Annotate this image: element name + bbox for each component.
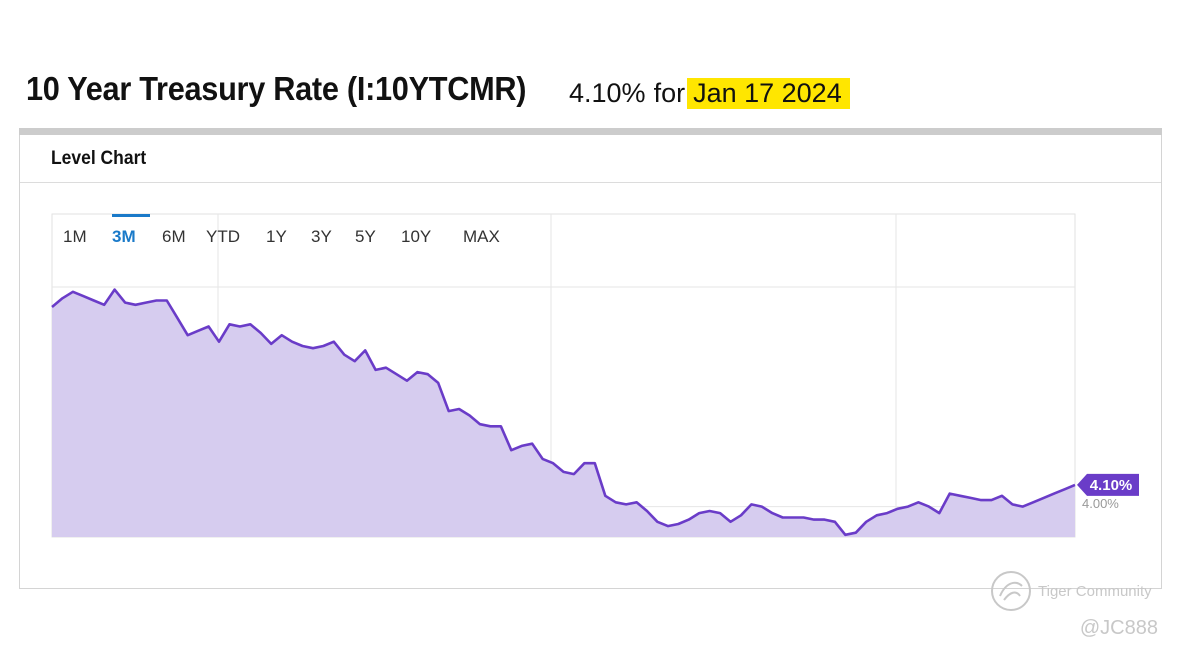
current-date: Jan 17 2024 — [687, 78, 850, 109]
page-title: 10 Year Treasury Rate (I:10YTCMR) — [26, 70, 527, 107]
current-value-number: 4.10% — [569, 78, 646, 108]
tab-max[interactable]: MAX — [463, 227, 500, 246]
tab-3y[interactable]: 3Y — [311, 227, 332, 246]
series-area — [52, 289, 1075, 537]
chart-panel: Level Chart — [19, 135, 1162, 589]
current-value: 4.10% for Jan 17 2024 — [569, 78, 850, 109]
tab-ytd[interactable]: YTD — [206, 227, 240, 246]
watermark-brand: Tiger Community — [1038, 582, 1152, 600]
tab-10y[interactable]: 10Y — [401, 227, 432, 246]
tiger-logo-icon — [991, 571, 1031, 611]
level-chart-svg: 4.00% 4.10% — [51, 213, 1139, 538]
watermark: Tiger Community — [990, 570, 1152, 612]
range-tabs: 1M 3M 6M YTD 1Y 3Y 5Y 10Y MAX — [52, 214, 501, 260]
tab-1m[interactable]: 1M — [63, 227, 87, 246]
watermark-handle: @JC888 — [1079, 617, 1158, 639]
tab-6m[interactable]: 6M — [162, 227, 186, 246]
for-label: for — [653, 78, 686, 108]
panel-header: Level Chart — [20, 135, 1161, 183]
title-row: 10 Year Treasury Rate (I:10YTCMR) — [26, 70, 564, 114]
series-line — [51, 288, 1076, 537]
y-tick-label: 4.00% — [1082, 496, 1119, 511]
top-divider — [19, 128, 1162, 135]
tab-1y[interactable]: 1Y — [266, 227, 287, 246]
last-value-label: 4.10% — [1090, 477, 1133, 494]
panel-title: Level Chart — [51, 148, 147, 169]
last-value-badge — [1077, 473, 1139, 496]
level-chart: 4.00% 4.10% — [51, 213, 1142, 549]
tab-3m[interactable]: 3M — [112, 214, 150, 260]
tab-5y[interactable]: 5Y — [355, 227, 376, 246]
